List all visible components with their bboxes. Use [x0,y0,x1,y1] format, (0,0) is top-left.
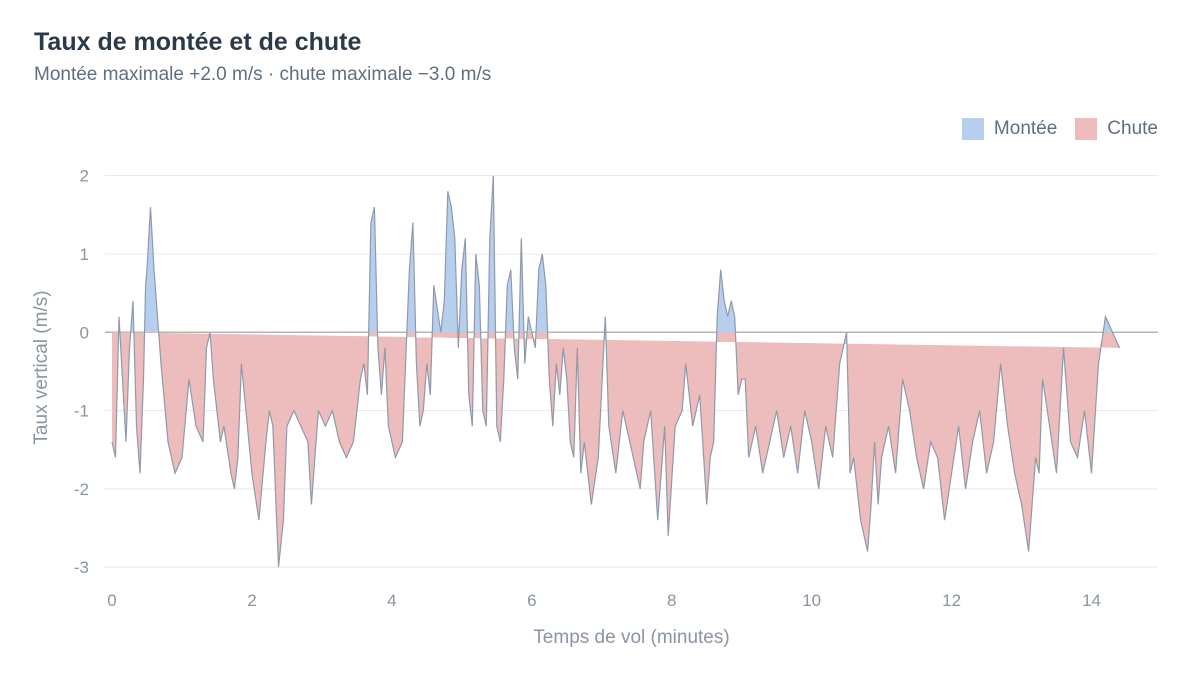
y-tick-label: -1 [74,402,89,421]
legend-item-climb: Montée [961,118,1058,140]
x-tick-label: 6 [527,591,536,610]
x-tick-label: 2 [247,591,256,610]
y-tick-label: -3 [74,558,89,577]
y-tick-label: 0 [80,323,89,342]
x-tick-label: 4 [387,591,396,610]
legend: Montée Chute [954,118,1158,140]
x-tick-label: 14 [1082,591,1101,610]
line-layer [111,175,1121,568]
x-tick-label: 10 [802,591,821,610]
chart-title: Taux de montée et de chute [34,28,362,56]
legend-label-climb: Montée [993,118,1058,139]
fall-area [112,332,1120,568]
legend-swatch-fall [1075,118,1098,140]
area-layer [112,175,1120,568]
x-tick-label: 0 [107,591,116,610]
tick-layer: 210-1-2-30 2 4 6 8 10 12 14 [74,167,1101,610]
x-tick-label: 8 [667,591,676,610]
x-tick-label: 12 [942,591,961,610]
y-axis-label: Taux vertical (m/s) [31,290,52,444]
y-tick-label: -2 [74,480,89,499]
y-tick-label: 2 [80,167,89,186]
y-tick-label: 1 [80,245,89,264]
legend-item-fall: Chute [1075,118,1158,140]
legend-label-fall: Chute [1107,118,1158,139]
x-axis-label: Temps de vol (minutes) [533,627,729,648]
chart-subtitle: Montée maximale +2.0 m/s · chute maximal… [34,64,492,85]
rate-line [111,175,1121,568]
legend-swatch-climb [961,118,984,140]
